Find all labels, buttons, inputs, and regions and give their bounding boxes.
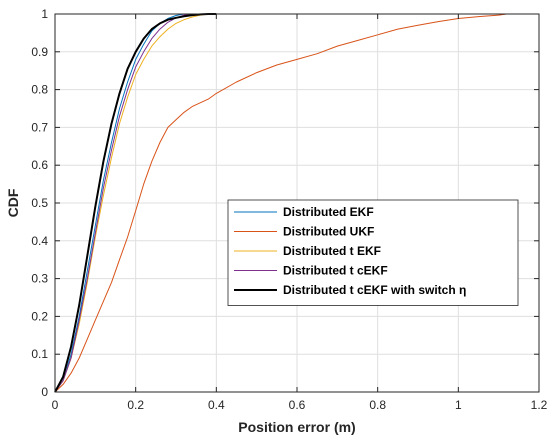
series-line (54, 13, 209, 393)
series-line (54, 13, 191, 393)
y-tick-label: 0.9 (31, 45, 48, 59)
y-tick-label: 0.6 (31, 158, 48, 172)
legend-label: Distributed t cEKF with switch η (283, 283, 466, 297)
x-axis-label: Position error (m) (238, 419, 355, 435)
x-tick-label: 0.8 (369, 398, 386, 412)
legend: Distributed EKF Distributed UKF Distribute… (227, 199, 519, 306)
y-tick-label: 0.7 (31, 120, 48, 134)
legend-label: Distributed t cEKF (283, 264, 388, 278)
x-tick-label: 0.4 (208, 398, 225, 412)
y-tick-label: 1 (41, 7, 48, 21)
legend-label: Distributed t EKF (283, 244, 381, 258)
x-tick-label: 0.6 (289, 398, 306, 412)
y-tick-label: 0.5 (31, 196, 48, 210)
y-tick-label: 0.3 (31, 272, 48, 286)
series-line (54, 13, 217, 393)
y-tick-label: 0.2 (31, 309, 48, 323)
y-axis-label: CDF (5, 188, 21, 217)
series-lines (54, 13, 507, 393)
legend-label: Distributed EKF (283, 205, 374, 219)
y-tick-label: 0 (41, 385, 48, 399)
legend-box (227, 199, 519, 306)
y-tick-label: 0.8 (31, 83, 48, 97)
x-tick-label: 0 (52, 398, 59, 412)
y-tick-label: 0.1 (31, 347, 48, 361)
x-axis-ticks: 0 0.2 0.4 0.6 0.8 1 1.2 (52, 14, 548, 412)
x-tick-label: 0.2 (127, 398, 144, 412)
y-tick-label: 0.4 (31, 234, 48, 248)
legend-label: Distributed UKF (283, 225, 374, 239)
x-tick-label: 1 (455, 398, 462, 412)
x-tick-label: 1.2 (531, 398, 548, 412)
series-line (54, 13, 507, 393)
y-axis-ticks: 0 0.1 0.2 0.3 0.4 0.5 0.6 0.7 0.8 0.9 1 (31, 7, 539, 399)
